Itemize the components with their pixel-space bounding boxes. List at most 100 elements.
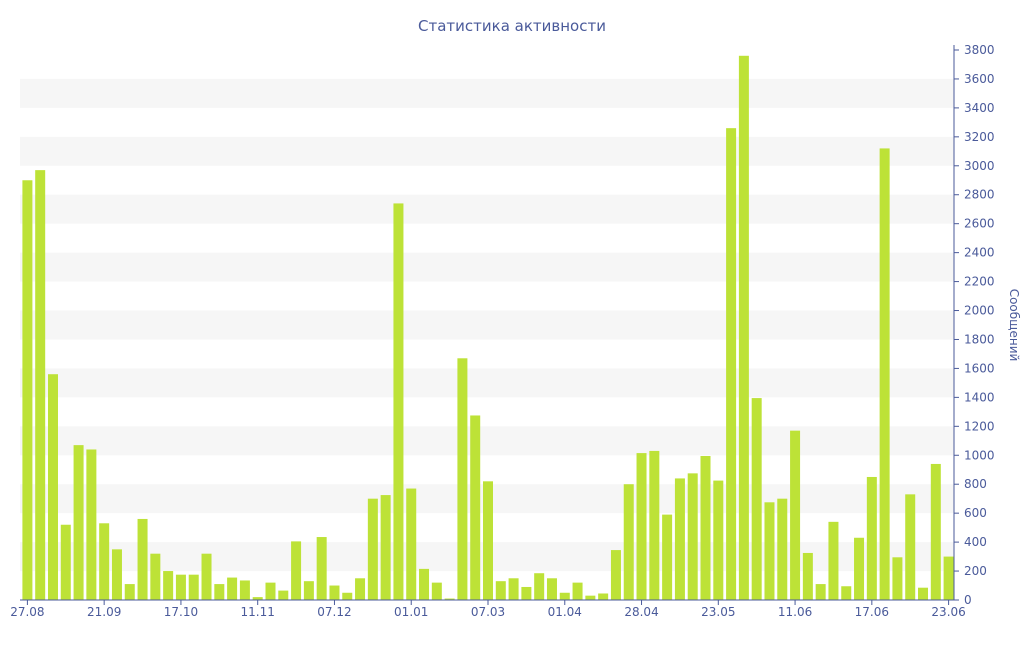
bar[interactable] bbox=[342, 592, 353, 600]
y-tick-label: 3600 bbox=[964, 72, 995, 86]
x-tick-label: 21.09 bbox=[87, 605, 121, 619]
bar[interactable] bbox=[879, 148, 890, 601]
bar[interactable] bbox=[674, 478, 685, 600]
x-tick-label: 07.03 bbox=[471, 605, 505, 619]
grid-band bbox=[20, 194, 954, 224]
bar[interactable] bbox=[47, 374, 58, 600]
bar[interactable] bbox=[572, 582, 583, 600]
bar[interactable] bbox=[380, 495, 391, 600]
bar[interactable] bbox=[60, 524, 71, 600]
bar[interactable] bbox=[22, 180, 33, 600]
bar[interactable] bbox=[930, 463, 941, 600]
bar[interactable] bbox=[508, 578, 519, 600]
bar[interactable] bbox=[585, 595, 596, 600]
y-tick-label: 3000 bbox=[964, 159, 995, 173]
y-axis-ticks: 0 200 400 600 800 1000 1200 1400 1600 1800 2000 220… bbox=[954, 43, 995, 607]
bar[interactable] bbox=[99, 523, 110, 600]
grid-band bbox=[20, 252, 954, 282]
bar[interactable] bbox=[700, 455, 711, 600]
bar[interactable] bbox=[329, 585, 340, 600]
bar[interactable] bbox=[598, 593, 609, 600]
bar[interactable] bbox=[726, 128, 737, 600]
y-tick-label: 2400 bbox=[964, 246, 995, 260]
bar[interactable] bbox=[35, 170, 46, 600]
y-tick-label: 400 bbox=[964, 535, 987, 549]
bar[interactable] bbox=[444, 598, 455, 600]
bar[interactable] bbox=[393, 203, 404, 601]
bar[interactable] bbox=[201, 553, 212, 600]
x-tick-label: 11.11 bbox=[241, 605, 275, 619]
bar[interactable] bbox=[534, 573, 545, 600]
chart-title: Статистика активности bbox=[418, 17, 606, 35]
bar[interactable] bbox=[687, 473, 698, 600]
bar[interactable] bbox=[431, 582, 442, 600]
bar[interactable] bbox=[111, 549, 122, 600]
bar[interactable] bbox=[188, 574, 199, 600]
x-tick-label: 17.10 bbox=[164, 605, 198, 619]
bar[interactable] bbox=[73, 445, 84, 600]
bar[interactable] bbox=[649, 450, 660, 600]
bar[interactable] bbox=[265, 582, 276, 600]
bar[interactable] bbox=[239, 580, 250, 600]
bar[interactable] bbox=[150, 553, 161, 600]
y-tick-label: 2000 bbox=[964, 304, 995, 318]
bar[interactable] bbox=[918, 587, 929, 600]
bar[interactable] bbox=[610, 550, 621, 600]
bar[interactable] bbox=[738, 55, 749, 601]
bar[interactable] bbox=[777, 498, 788, 600]
bar[interactable] bbox=[124, 584, 135, 600]
bar[interactable] bbox=[355, 578, 366, 600]
bar[interactable] bbox=[841, 586, 852, 600]
y-tick-label: 2600 bbox=[964, 217, 995, 231]
bar[interactable] bbox=[227, 577, 238, 600]
bar[interactable] bbox=[252, 597, 263, 600]
x-tick-label: 01.01 bbox=[394, 605, 428, 619]
bar[interactable] bbox=[943, 556, 954, 600]
y-tick-label: 2200 bbox=[964, 275, 995, 289]
bar[interactable] bbox=[86, 449, 97, 600]
grid-band bbox=[20, 368, 954, 398]
bar[interactable] bbox=[175, 574, 186, 600]
y-tick-label: 3800 bbox=[964, 43, 995, 57]
x-tick-label: 07.12 bbox=[317, 605, 351, 619]
bar[interactable] bbox=[303, 581, 314, 600]
bar[interactable] bbox=[470, 415, 481, 600]
bar[interactable] bbox=[815, 584, 826, 600]
bar[interactable] bbox=[214, 584, 225, 600]
y-tick-label: 800 bbox=[964, 477, 987, 491]
bar[interactable] bbox=[623, 484, 634, 600]
bar[interactable] bbox=[137, 518, 148, 600]
y-tick-label: 2800 bbox=[964, 188, 995, 202]
bar[interactable] bbox=[316, 537, 327, 600]
bar[interactable] bbox=[713, 480, 724, 600]
bar[interactable] bbox=[790, 430, 801, 600]
y-tick-label: 0 bbox=[964, 593, 972, 607]
bar[interactable] bbox=[751, 398, 762, 600]
bar[interactable] bbox=[662, 514, 673, 600]
bar[interactable] bbox=[291, 541, 302, 600]
bar[interactable] bbox=[892, 557, 903, 600]
bar[interactable] bbox=[764, 502, 775, 600]
y-tick-label: 3200 bbox=[964, 130, 995, 144]
bar[interactable] bbox=[457, 358, 468, 600]
bar[interactable] bbox=[163, 571, 174, 600]
bar[interactable] bbox=[367, 498, 378, 600]
bar[interactable] bbox=[802, 552, 813, 600]
bar[interactable] bbox=[905, 494, 916, 600]
bar[interactable] bbox=[483, 481, 493, 600]
bar[interactable] bbox=[406, 488, 417, 600]
bar[interactable] bbox=[636, 453, 647, 600]
y-tick-label: 1800 bbox=[964, 332, 995, 346]
bars-group bbox=[22, 55, 954, 601]
bar[interactable] bbox=[521, 586, 532, 600]
x-tick-label: 11.06 bbox=[778, 605, 812, 619]
x-tick-label: 28.04 bbox=[624, 605, 658, 619]
bar[interactable] bbox=[546, 578, 557, 600]
bar[interactable] bbox=[278, 590, 289, 600]
bar[interactable] bbox=[854, 537, 865, 600]
bar[interactable] bbox=[866, 476, 877, 600]
bar[interactable] bbox=[495, 581, 506, 600]
bar[interactable] bbox=[828, 521, 839, 600]
bar[interactable] bbox=[419, 568, 430, 600]
bar[interactable] bbox=[559, 592, 570, 600]
